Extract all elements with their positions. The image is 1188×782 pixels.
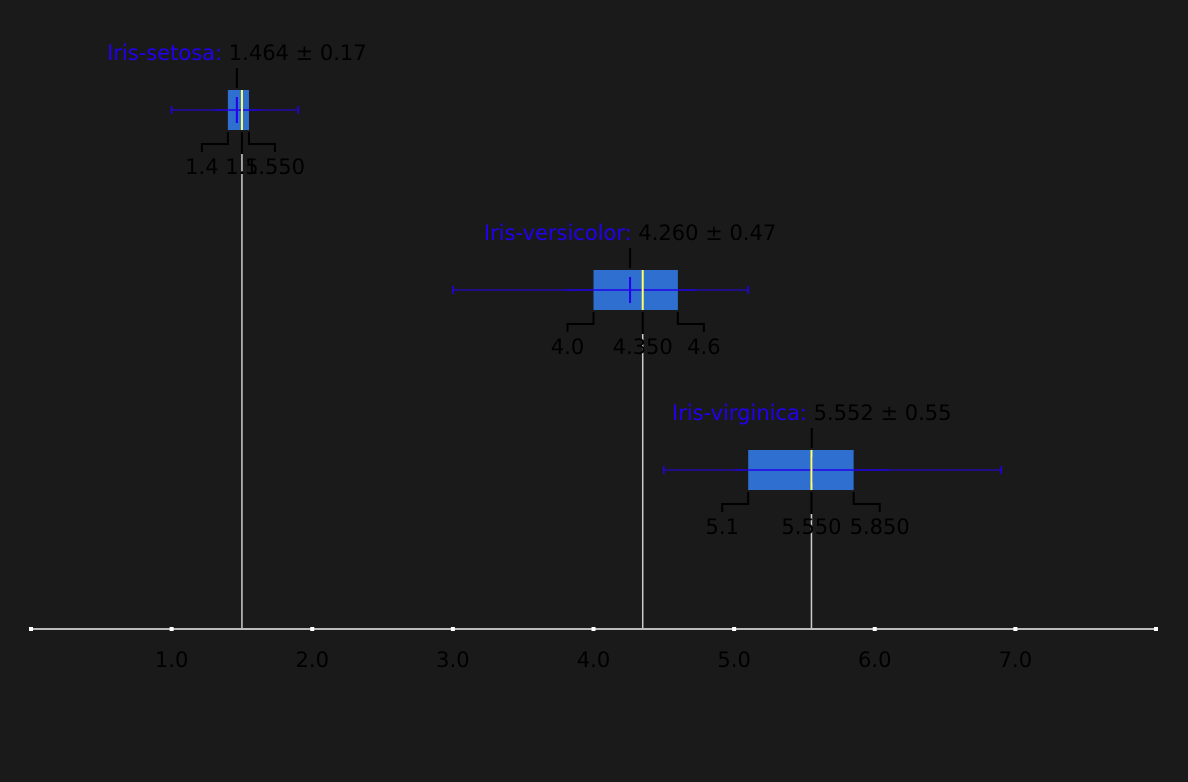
x-axis-endpoint (29, 627, 33, 631)
x-axis-tick (1013, 627, 1018, 631)
mean-sd-label: 5.552 ± 0.55 (807, 401, 952, 425)
q1-value-label: 5.1 (705, 515, 738, 539)
q3-bracket (247, 132, 276, 152)
class-name-label: Iris-setosa: (107, 41, 222, 65)
x-tick-label: 7.0 (999, 648, 1032, 672)
mean-sd-label: 1.464 ± 0.17 (222, 41, 367, 65)
box-title-label: Iris-versicolor: 4.260 ± 0.47 (484, 221, 776, 245)
plot-area: Iris-setosa: 1.464 ± 0.17 1.4 1.51.550 Iris… (107, 41, 1003, 629)
box-title-label: Iris-setosa: 1.464 ± 0.17 (107, 41, 367, 65)
box-title-label: Iris-virginica: 5.552 ± 0.55 (672, 401, 951, 425)
mean-sd-label: 4.260 ± 0.47 (632, 221, 777, 245)
x-tick-label: 4.0 (577, 648, 610, 672)
x-tick-label: 3.0 (436, 648, 469, 672)
q3-bracket (676, 312, 705, 332)
median-value-label: 5.550 (781, 515, 841, 539)
x-axis-tick (450, 627, 455, 631)
x-axis-tick (169, 627, 174, 631)
q3-bracket (852, 492, 881, 512)
x-axis: 1.0 2.0 3.0 4.0 5.0 6.0 7.0 (29, 627, 1158, 672)
q3-value-label: 4.6 (687, 335, 720, 359)
x-axis-tick (732, 627, 737, 631)
median-value-label: 4.350 (613, 335, 673, 359)
class-name-label: Iris-virginica: (672, 401, 807, 425)
x-axis-tick (310, 627, 315, 631)
x-axis-tick (872, 627, 877, 631)
x-tick-label: 5.0 (717, 648, 750, 672)
class-name-label: Iris-versicolor: (484, 221, 632, 245)
x-tick-label: 6.0 (858, 648, 891, 672)
x-axis-tick (591, 627, 596, 631)
x-tick-label: 2.0 (296, 648, 329, 672)
q3-value-label: 1.550 (245, 155, 305, 179)
q3-value-label: 5.850 (850, 515, 910, 539)
x-tick-label: 1.0 (155, 648, 188, 672)
q1-bracket (200, 132, 229, 152)
q1-value-label: 1.4 (185, 155, 218, 179)
x-axis-endpoint (1154, 627, 1158, 631)
q1-value-label: 4.0 (551, 335, 584, 359)
q1-bracket (566, 312, 595, 332)
q1-bracket (721, 492, 750, 512)
median-value-label: 1.5 (225, 155, 258, 179)
